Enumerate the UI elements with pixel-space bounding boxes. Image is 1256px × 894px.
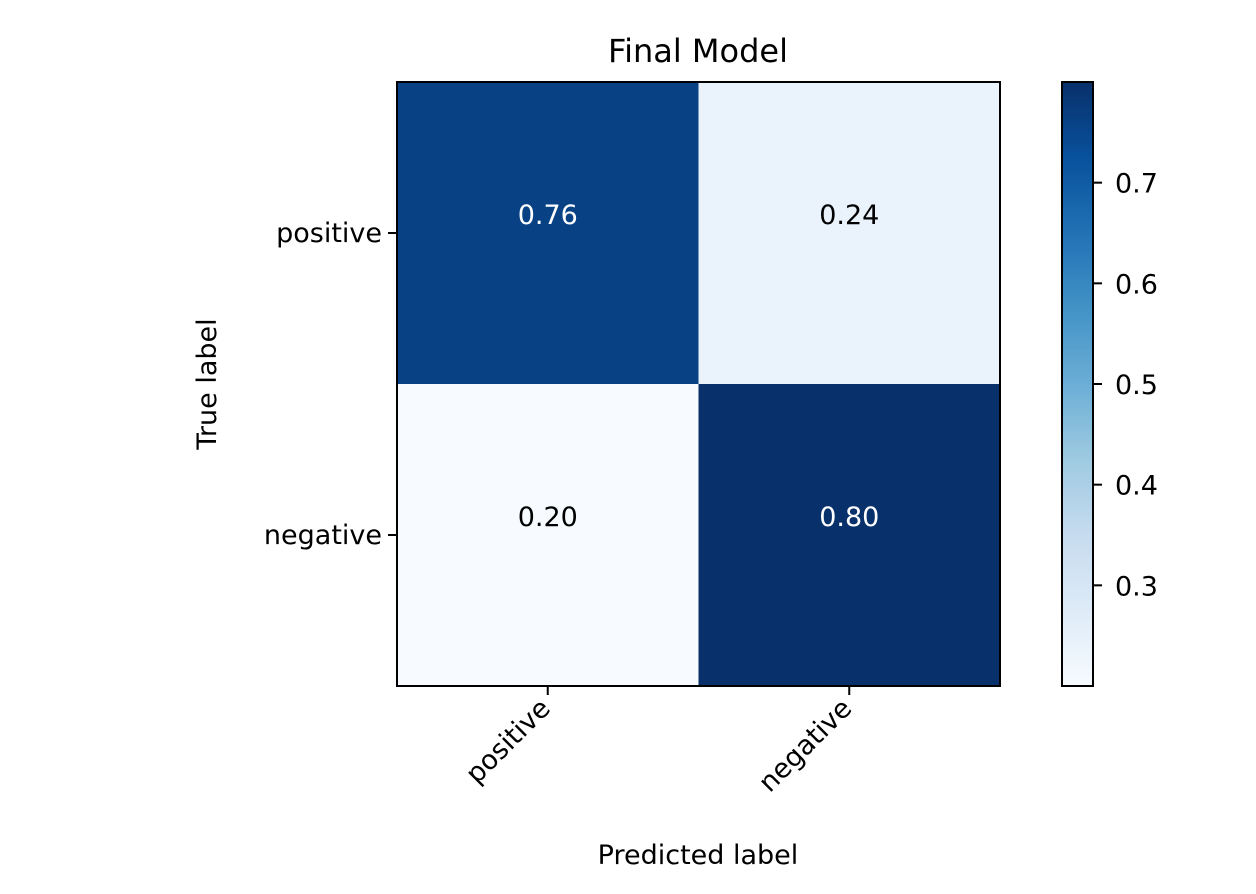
cell-value-label: 0.80 [819,502,879,533]
y-tick-label: positive [276,218,382,249]
y-axis-label: True label [192,318,223,450]
heatmap-cell [397,82,699,384]
y-axis-ticks: positive negative [264,218,397,551]
colorbar-tick-label: 0.5 [1115,370,1158,401]
heatmap-cell-labels: 0.76 0.24 0.20 0.80 [518,200,880,533]
cell-value-label: 0.76 [518,200,578,231]
x-axis-label: Predicted label [598,840,799,871]
y-tick-label: negative [264,520,382,551]
colorbar-tick-label: 0.4 [1115,471,1158,502]
heatmap-cell [698,384,1000,686]
x-tick-label: negative [753,693,858,798]
cell-value-label: 0.20 [518,502,578,533]
colorbar-tick-label: 0.7 [1115,169,1158,200]
chart-title: Final Model [608,32,788,70]
colorbar-ticks: 0.3 0.4 0.5 0.6 0.7 [1093,169,1158,602]
colorbar [1061,81,1094,687]
plot-frame [396,81,1001,687]
x-tick-label: positive [460,693,557,790]
heatmap-cell [397,384,699,686]
cell-value-label: 0.24 [819,200,879,231]
colorbar-tick-label: 0.6 [1115,269,1158,300]
colorbar-tick-label: 0.3 [1115,571,1158,602]
heatmap-cells [397,82,1000,686]
heatmap-cell [698,82,1000,384]
x-axis-ticks: positive negative [460,686,858,798]
